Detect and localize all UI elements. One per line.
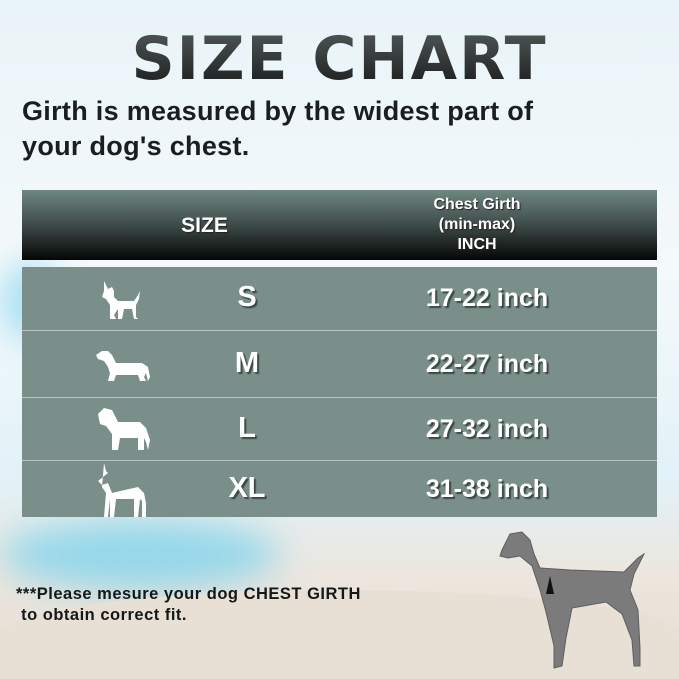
header-chest-girth: Chest Girth (min-max) INCH [382,195,572,255]
measurement-note: ***Please mesure your dog CHEST GIRTH to… [16,584,486,626]
size-label: L [238,412,256,444]
size-label: M [234,347,260,379]
girth-value: 22-27 inch [425,350,549,378]
note-line-2: to obtain correct fit. [16,606,188,624]
girth-value: 31-38 inch [425,475,549,503]
size-table: SIZE Chest Girth (min-max) INCH S 17-22 … [22,190,657,517]
pointer-dog-illustration [499,531,646,669]
girth-value: 17-22 inch [425,284,549,312]
header-girth-line-2: (min-max) [438,216,516,233]
note-line-1: ***Please mesure your dog CHEST GIRTH [16,585,361,603]
table-header: SIZE Chest Girth (min-max) INCH [22,190,657,260]
background-sea-blur [0,520,280,590]
dachshund-icon [96,351,150,381]
table-row: XL 31-38 inch [22,461,657,517]
size-label: S [237,281,257,313]
header-girth-line-1: Chest Girth [433,196,521,213]
subtitle-line-2: your dog's chest. [22,131,250,161]
mastiff-icon [98,408,150,450]
subtitle: Girth is measured by the widest part of … [22,94,672,164]
girth-value: 27-32 inch [425,415,549,443]
great-dane-icon [98,463,146,517]
table-row: S 17-22 inch [22,267,657,331]
header-size: SIZE [181,214,228,237]
subtitle-line-1: Girth is measured by the widest part of [22,96,534,126]
table-body: S 17-22 inch M 22-27 inch L 27-32 inch X… [22,267,657,517]
size-label: XL [228,472,266,504]
table-row: M 22-27 inch [22,331,657,398]
chihuahua-icon [102,281,140,319]
table-row: L 27-32 inch [22,398,657,461]
page-title: SIZE CHART [0,24,679,94]
header-girth-line-3: INCH [457,236,497,253]
